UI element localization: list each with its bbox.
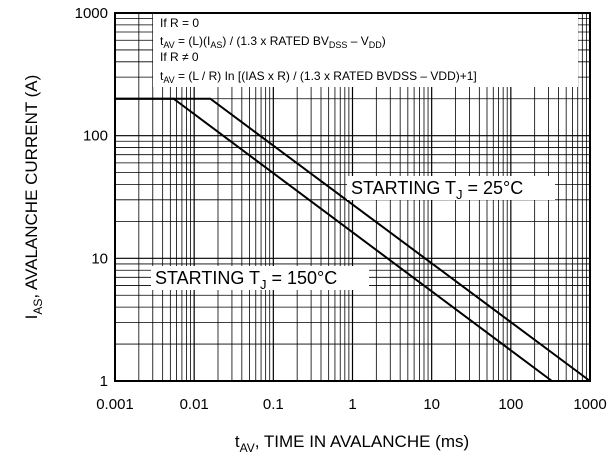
x-tick-label: 100 [498,396,523,413]
y-tick-label: 100 [83,128,108,145]
x-tick-label: 1 [348,396,356,413]
series-label-150c: STARTING TJ = 150°C [155,268,337,292]
series-line-150c [115,97,553,382]
plot-frame [114,12,591,382]
formula-background [153,14,578,87]
x-tick-label: 10 [423,396,440,413]
y-axis-title: IAS, AVALANCHE CURRENT (A) [22,75,45,320]
y-tick-label: 1000 [75,5,108,22]
x-tick-label: 0.1 [263,396,284,413]
y-tick-label: 10 [91,250,108,267]
series-lines [115,97,591,382]
x-tick-labels: 0.001 0.01 0.1 1 10 100 1000 [96,396,606,413]
formula-line-3: If R ≠ 0 [160,50,199,64]
series-label-25c: STARTING TJ = 25°C [351,178,523,202]
y-tick-labels: 1 10 100 1000 [75,5,108,390]
x-tick-label: 0.01 [180,396,209,413]
y-tick-label: 1 [100,373,108,390]
formula-line-1: If R = 0 [160,16,199,30]
formula-line-4: tAV = (L / R) In [(IAS x R) / (1.3 x RAT… [160,69,477,85]
formula-annotation: If R = 0 tAV = (L)(IAS) / (1.3 x RATED B… [153,14,578,87]
x-tick-label: 1000 [573,396,606,413]
series-label-25c-background [347,176,555,200]
formula-line-2: tAV = (L)(IAS) / (1.3 x RATED BVDSS – VD… [160,34,386,50]
x-tick-label: 0.001 [96,396,134,413]
x-axis-title: tAV, TIME IN AVALANCHE (ms) [235,432,469,455]
series-label-150c-background [151,266,369,290]
